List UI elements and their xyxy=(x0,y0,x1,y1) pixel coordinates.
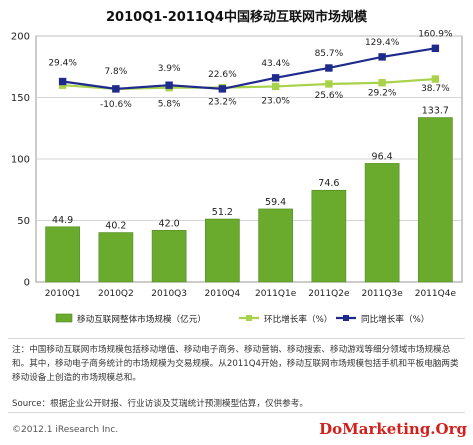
yoy-label: 3.9% xyxy=(158,64,181,74)
legend-swatch xyxy=(55,313,73,323)
yoy-label: 160.9% xyxy=(418,29,453,39)
y-tick-label: 0 xyxy=(24,278,30,289)
qoq-label: 29.2% xyxy=(368,89,397,99)
yoy-marker xyxy=(431,44,440,52)
copyright: ©2012.1 iResearch Inc. xyxy=(12,425,119,435)
bar-value-label: 51.2 xyxy=(212,207,233,218)
yoy-marker xyxy=(58,77,67,86)
divider xyxy=(8,338,465,339)
bar-value-label: 40.2 xyxy=(105,221,126,232)
note-label: 注： xyxy=(12,345,30,355)
legend-label: 环比增长率（%） xyxy=(264,313,332,325)
legend-marker xyxy=(343,315,349,321)
y-tick-label: 150 xyxy=(11,93,30,104)
bar-value-label: 133.7 xyxy=(422,106,449,117)
y-tick-label: 100 xyxy=(11,155,30,166)
bar-value-label: 74.6 xyxy=(318,178,339,189)
y-tick-label: 50 xyxy=(17,216,30,227)
qoq-marker xyxy=(325,80,333,88)
bar-value-label: 59.4 xyxy=(265,197,286,208)
x-tick-label: 2010Q1 xyxy=(45,289,81,299)
x-tick-label: 2010Q3 xyxy=(151,289,187,299)
yoy-label: 29.4% xyxy=(48,59,77,69)
x-tick-label: 2011Q3e xyxy=(361,289,403,299)
qoq-marker xyxy=(431,75,440,83)
yoy-marker xyxy=(378,53,386,61)
chart-note: 注：中国移动互联网市场规模包括移动增值、移动电子商务、移动营销、移动搜索、移动游… xyxy=(12,343,464,385)
bar xyxy=(205,218,240,283)
bar-value-label: 96.4 xyxy=(372,151,393,162)
qoq-label: 23.0% xyxy=(261,96,290,106)
qoq-label: 38.7% xyxy=(421,84,450,94)
y-tick-label: 200 xyxy=(11,32,30,43)
legend-label: 移动互联网整体市场规模（亿元） xyxy=(77,313,206,325)
qoq-label: -10.6% xyxy=(100,100,132,110)
x-tick-label: 2011Q4e xyxy=(415,289,457,299)
chart-source: Source：根据企业公开财报、行业访谈及艾瑞统计预测模型估算，仅供参考。 xyxy=(12,399,308,409)
bar xyxy=(311,189,347,283)
watermark: DoMarketing.Org xyxy=(319,420,467,438)
yoy-label: 129.4% xyxy=(365,38,400,48)
bar-value-label: 42.0 xyxy=(159,218,180,229)
yoy-marker xyxy=(271,74,280,82)
yoy-label: 43.4% xyxy=(261,59,290,69)
divider xyxy=(8,412,465,413)
bar-value-label: 44.9 xyxy=(52,215,73,226)
bar xyxy=(98,232,134,283)
yoy-marker xyxy=(218,85,227,93)
bar xyxy=(45,226,80,283)
bar xyxy=(418,117,453,283)
yoy-label: 7.8% xyxy=(104,67,127,77)
qoq-marker xyxy=(271,82,280,91)
chart-title: 2010Q1-2011Q4中国移动互联网市场规模 xyxy=(106,10,367,25)
yoy-label: 22.6% xyxy=(208,70,237,80)
x-tick-label: 2010Q4 xyxy=(205,289,241,299)
chart-svg: 0 50 100 150 200 44.9 40.2 42.0 51.2 59.4 74.6 96.4… xyxy=(11,29,463,325)
qoq-label: 25.6% xyxy=(315,91,344,101)
x-tick-label: 2011Q2e xyxy=(308,289,350,299)
yoy-marker xyxy=(325,64,333,72)
legend-marker xyxy=(246,315,252,321)
qoq-label: 5.8% xyxy=(158,100,181,110)
legend-label: 同比增长率（%） xyxy=(361,313,429,325)
bar xyxy=(364,163,400,283)
x-tick-label: 2011Q1e xyxy=(255,289,297,299)
qoq-label: 23.2% xyxy=(208,98,237,108)
yoy-marker xyxy=(112,85,120,93)
bar xyxy=(258,208,293,283)
yoy-line xyxy=(62,47,436,90)
yoy-label: 85.7% xyxy=(315,49,344,59)
bar xyxy=(151,230,187,283)
x-tick-label: 2010Q2 xyxy=(98,289,134,299)
note-text: 中国移动互联网市场规模包括移动增值、移动电子商务、移动营销、移动搜索、移动游戏等… xyxy=(12,345,459,383)
qoq-marker xyxy=(378,79,386,87)
yoy-marker xyxy=(165,81,173,89)
